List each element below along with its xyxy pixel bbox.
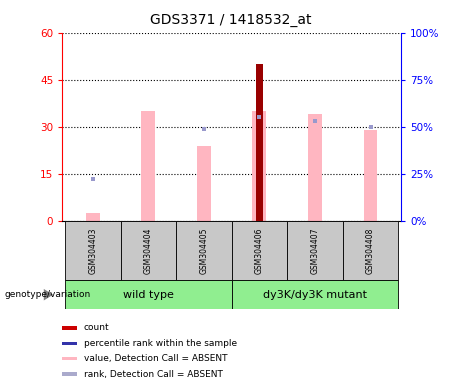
Text: count: count [84,323,109,333]
Text: rank, Detection Call = ABSENT: rank, Detection Call = ABSENT [84,369,223,379]
Text: genotype/variation: genotype/variation [5,290,91,299]
Text: GSM304406: GSM304406 [255,227,264,274]
Bar [62,342,77,345]
Bar [86,213,100,221]
Bar [197,146,211,221]
Bar [142,111,155,221]
Bar [232,280,398,309]
Bar [232,221,287,280]
Bar [65,221,121,280]
Text: GDS3371 / 1418532_at: GDS3371 / 1418532_at [150,13,311,27]
Bar [62,372,77,376]
Bar [62,357,77,360]
Bar [287,221,343,280]
Text: GSM304404: GSM304404 [144,227,153,274]
Bar [253,111,266,221]
Bar [308,114,322,221]
Bar [62,326,77,329]
Bar [255,64,263,221]
Text: GSM304408: GSM304408 [366,227,375,274]
Bar [343,221,398,280]
Text: percentile rank within the sample: percentile rank within the sample [84,339,237,348]
Bar [176,221,231,280]
Text: wild type: wild type [123,290,174,300]
Text: GSM304407: GSM304407 [310,227,319,274]
Bar [121,221,176,280]
Text: GSM304403: GSM304403 [89,227,97,274]
Polygon shape [44,289,53,300]
Text: GSM304405: GSM304405 [199,227,208,274]
Text: value, Detection Call = ABSENT: value, Detection Call = ABSENT [84,354,227,363]
Bar [364,130,378,221]
Text: dy3K/dy3K mutant: dy3K/dy3K mutant [263,290,367,300]
Bar [65,280,231,309]
